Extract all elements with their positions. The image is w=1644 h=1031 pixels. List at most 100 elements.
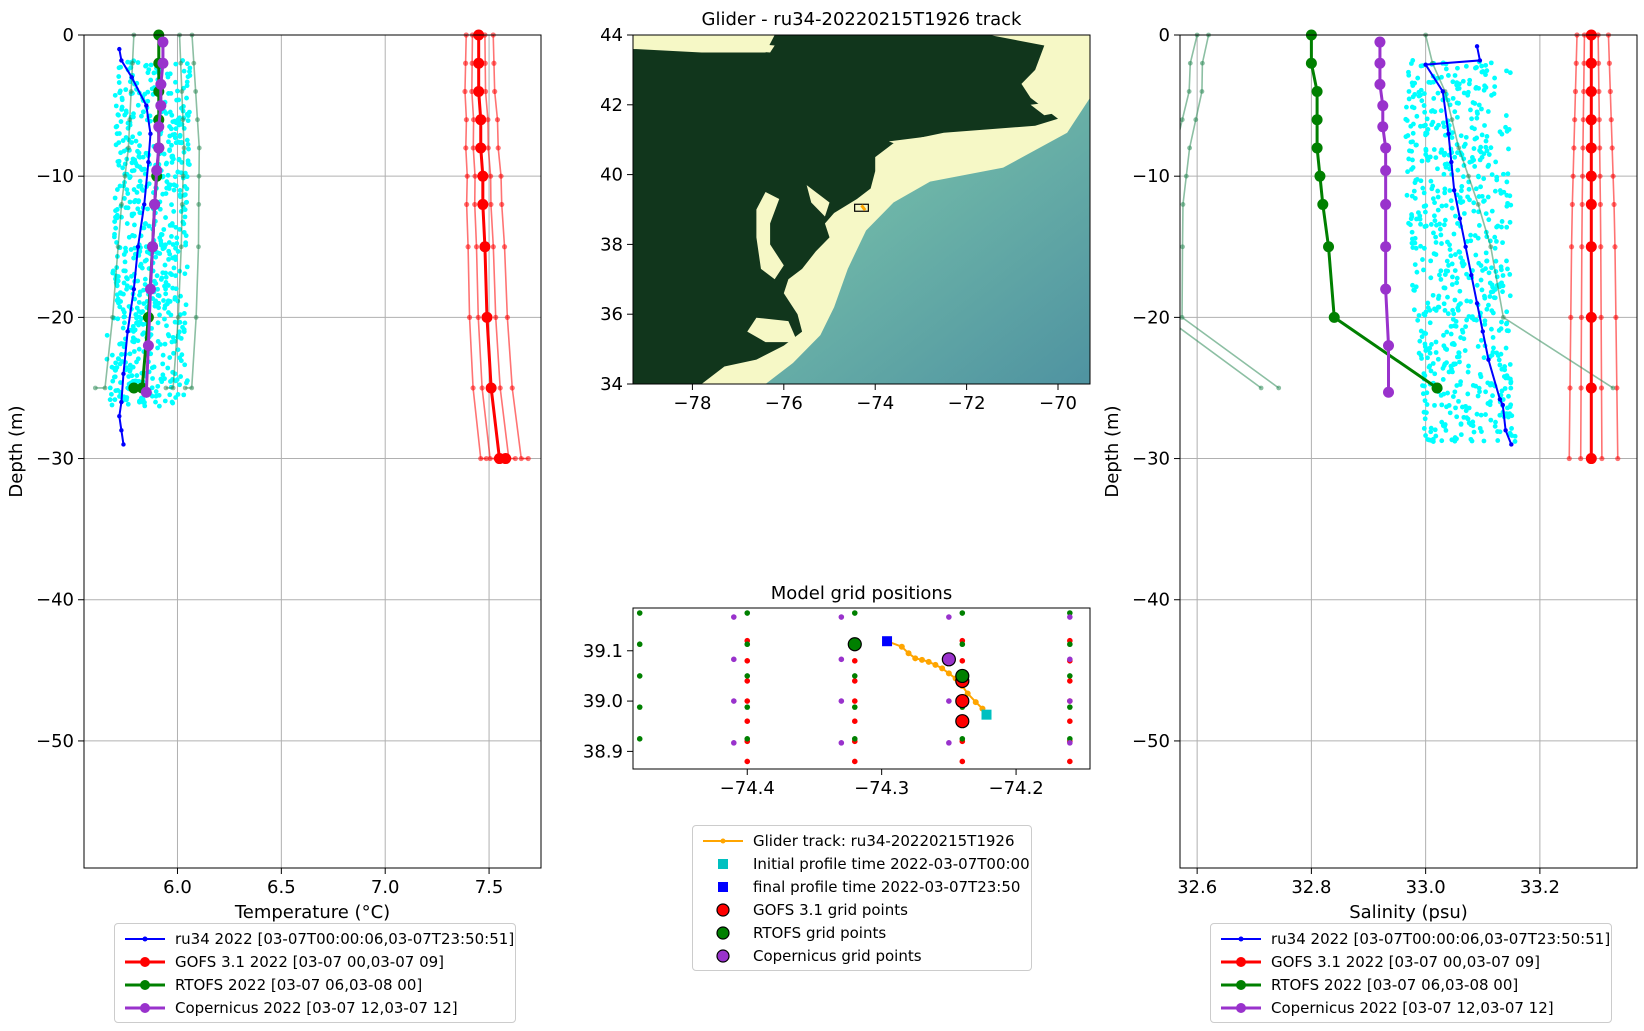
ru34-point <box>1449 159 1454 165</box>
glider-cast-point <box>1458 255 1464 260</box>
glider-cast-point <box>1490 335 1496 340</box>
glider-cast-point <box>1508 379 1514 385</box>
gofs-point <box>1585 114 1597 126</box>
glider-cast-point <box>1450 79 1456 85</box>
glider-cast-point <box>1471 200 1477 206</box>
glider-cast-point <box>136 299 142 305</box>
glider-cast-point <box>1473 65 1478 71</box>
member-point <box>1596 88 1602 95</box>
glider-cast-point <box>1410 139 1415 145</box>
glider-cast-point <box>1466 314 1472 319</box>
glider-cast-point <box>1467 197 1472 203</box>
glider-cast-point <box>107 385 113 391</box>
ru34-point <box>1452 188 1457 193</box>
legend-item: final profile time 2022-03-07T23:50 <box>701 875 1023 898</box>
glider-cast-point <box>134 315 139 321</box>
salinity-profile-plot: 32.6 32.8 33.0 33.2 0 −10 −20 −30 −40 −50 Salinity… <box>1102 25 1638 923</box>
glider-cast-point <box>156 403 162 409</box>
member-point <box>1186 89 1192 94</box>
glider-cast-point <box>1423 132 1428 138</box>
member-point <box>1597 173 1603 179</box>
glider-cast-point <box>131 168 137 173</box>
glider-cast-point <box>1456 85 1462 91</box>
glider-cast-point <box>162 262 168 268</box>
ru34-point <box>1480 329 1485 334</box>
glider-cast-point <box>145 206 150 212</box>
glider-cast-point <box>1457 195 1463 201</box>
legend-label: RTOFS grid points <box>753 923 887 942</box>
glider-cast-point <box>155 339 161 344</box>
glider-cast-point <box>157 206 163 212</box>
glider-cast-point <box>1468 299 1474 304</box>
glider-cast-point <box>112 219 118 224</box>
glider-cast-point <box>1448 198 1454 204</box>
glider-cast-point <box>1442 186 1448 192</box>
glider-cast-point <box>155 320 161 326</box>
glider-cast-point <box>1482 321 1488 327</box>
gofs-grid-point <box>851 678 858 684</box>
copernicus-point <box>1380 142 1392 154</box>
glider-cast-point <box>1457 359 1462 365</box>
rtofs-grid-point <box>851 673 858 679</box>
rtofs-selected-point <box>847 637 862 652</box>
glider-cast-point <box>1443 203 1449 209</box>
gofs-selected-point <box>955 714 970 729</box>
glider-cast-point <box>1478 277 1484 283</box>
glider-cast-point <box>117 361 123 367</box>
ru34-point <box>142 202 147 207</box>
glider-cast-point <box>181 311 187 316</box>
glider-cast-point <box>1421 245 1427 251</box>
member-point <box>525 455 531 462</box>
rtofs-grid-point <box>744 673 751 679</box>
glider-cast-point <box>1423 433 1428 438</box>
copernicus-point <box>153 121 165 133</box>
glider-cast-point <box>1488 381 1494 386</box>
ru34-point <box>1477 58 1483 63</box>
glider-cast-point <box>1486 162 1492 168</box>
glider-cast-point <box>182 183 188 189</box>
copernicus-grid-point <box>1067 656 1073 663</box>
member-point <box>179 89 185 94</box>
member-point <box>115 244 121 250</box>
member-point <box>1173 146 1178 151</box>
gofs-point <box>477 170 489 182</box>
glider-cast-point <box>123 396 128 401</box>
glider-track-point <box>972 699 979 706</box>
glider-cast-point <box>127 351 133 357</box>
glider-cast-point <box>1433 350 1439 355</box>
glider-cast-point <box>1501 171 1506 177</box>
member-point <box>1449 117 1455 123</box>
legend-symbol-green-circle <box>716 925 730 940</box>
member-point <box>495 145 501 151</box>
delaware-bay <box>806 185 830 217</box>
glider-cast-point <box>1457 199 1463 205</box>
glider-cast-point <box>169 233 174 239</box>
member-point <box>1610 385 1616 391</box>
glider-cast-point <box>1412 195 1418 201</box>
glider-cast-point <box>1404 192 1410 198</box>
axes-frame <box>632 607 1091 770</box>
glider-cast-point <box>185 158 191 164</box>
glider-cast-point <box>169 202 174 208</box>
glider-cast-point <box>1421 426 1427 431</box>
ru34-point <box>1440 89 1445 94</box>
glider-cast-point <box>142 276 148 282</box>
glider-cast-point <box>1464 298 1470 304</box>
rtofs-grid-point <box>1067 704 1073 710</box>
y-tick-label: 38.9 <box>583 741 623 762</box>
glider-cast-point <box>1455 167 1461 173</box>
glider-cast-point <box>134 373 140 378</box>
glider-cast-point <box>1428 368 1434 374</box>
glider-cast-point <box>1414 269 1420 275</box>
glider-cast-point <box>1413 142 1419 148</box>
glider-cast-point <box>175 169 181 175</box>
x-tick-label: −74 <box>856 393 894 414</box>
glider-cast-point <box>140 154 146 160</box>
glider-cast-point <box>140 309 146 314</box>
gofs-point <box>1585 85 1597 97</box>
ru34-point <box>1457 216 1463 221</box>
glider-cast-point <box>167 124 172 129</box>
legend-symbol-red-circle <box>716 902 730 917</box>
glider-cast-point <box>1468 238 1474 244</box>
glider-cast-point <box>139 113 144 119</box>
